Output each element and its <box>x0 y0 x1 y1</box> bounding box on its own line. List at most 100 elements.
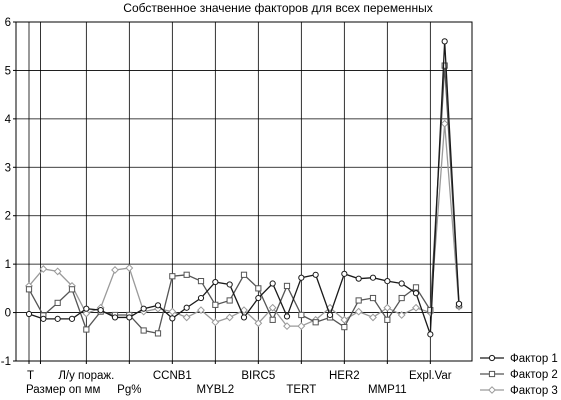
series-Фактор 2 <box>25 62 463 337</box>
data-point <box>168 307 177 316</box>
legend-item: Фактор 1 <box>480 353 558 365</box>
x-tick-label: Expl.Var <box>409 370 452 382</box>
data-point <box>312 319 319 326</box>
plot-frame <box>15 21 473 362</box>
legend-label: Фактор 1 <box>510 353 558 365</box>
y-tick-label: -1 <box>1 356 11 368</box>
data-point <box>126 314 133 321</box>
legend-marker <box>488 386 496 394</box>
x-tick-label: BIRC5 <box>241 370 275 382</box>
data-point <box>111 266 119 274</box>
data-point <box>354 307 363 316</box>
data-point <box>412 303 420 312</box>
x-tick-label: TERT <box>286 384 316 396</box>
y-tick-label: 1 <box>5 259 11 271</box>
data-point <box>140 327 147 334</box>
series-line <box>28 41 460 335</box>
data-point <box>369 313 377 322</box>
series-group <box>25 38 463 338</box>
data-point <box>197 306 205 315</box>
data-point <box>197 294 205 302</box>
data-point <box>226 281 233 288</box>
data-point <box>269 316 276 323</box>
y-tick-label: 0 <box>5 308 11 320</box>
x-tick-label: HER2 <box>329 370 360 382</box>
data-point <box>268 303 277 312</box>
data-point <box>383 303 392 312</box>
data-point <box>83 326 90 333</box>
data-point <box>183 304 190 311</box>
data-point <box>68 315 76 322</box>
data-point <box>68 286 76 293</box>
data-point <box>83 305 90 312</box>
series-Фактор 3 <box>25 119 463 331</box>
data-point <box>455 300 463 307</box>
data-point <box>240 271 248 278</box>
data-point <box>384 277 391 285</box>
data-point <box>182 313 191 322</box>
x-tick-label: CCNB1 <box>153 370 192 382</box>
data-point <box>197 277 205 285</box>
data-point <box>427 307 434 314</box>
y-tick-label: 5 <box>5 65 11 77</box>
data-point <box>154 302 162 309</box>
y-axis: -1 0 1 2 3 4 5 6 <box>1 17 16 368</box>
x-tick-label: Размер оп мм <box>26 384 100 396</box>
data-point <box>326 311 334 319</box>
x-tick-label: Pg% <box>117 384 141 396</box>
data-point <box>183 271 190 278</box>
data-point <box>169 273 176 280</box>
series-line <box>28 65 460 335</box>
x-axis: T Размер оп мм Л/у пораж.Pg% CCNB1 MYBL2 BIRC… <box>26 361 452 396</box>
data-point <box>169 315 176 322</box>
data-point <box>384 316 391 323</box>
data-point <box>341 324 348 331</box>
y-tick-label: 2 <box>5 211 11 223</box>
data-point <box>355 275 362 282</box>
legend-item: Фактор 3 <box>480 385 558 397</box>
data-point <box>297 322 306 331</box>
data-point <box>225 313 234 322</box>
data-point <box>212 278 219 286</box>
data-point <box>54 315 61 322</box>
data-point <box>240 306 248 315</box>
data-point <box>255 285 262 292</box>
data-point <box>341 270 348 277</box>
legend-label: Фактор 3 <box>510 385 558 397</box>
x-tick-label: Л/у пораж. <box>58 370 114 382</box>
data-point <box>398 294 405 302</box>
data-point <box>140 305 147 312</box>
grid <box>16 22 472 361</box>
data-point <box>441 62 448 69</box>
x-tick-label: MYBL2 <box>196 384 234 396</box>
data-point <box>254 319 263 328</box>
data-point <box>240 314 248 321</box>
y-tick-label: 6 <box>5 17 11 29</box>
chart-title: Собственное значение факторов для всех п… <box>123 1 432 15</box>
data-point <box>298 311 305 319</box>
data-point <box>427 331 434 338</box>
x-tick-label: MMP11 <box>368 384 407 396</box>
data-point <box>369 274 377 281</box>
data-point <box>355 297 362 304</box>
legend-marker <box>488 370 496 378</box>
data-point <box>226 297 233 304</box>
data-point <box>440 119 449 128</box>
data-point <box>255 294 262 302</box>
data-point <box>269 280 276 287</box>
legend-item: Фактор 2 <box>480 369 558 381</box>
data-point <box>340 315 349 324</box>
data-point <box>125 264 134 272</box>
y-tick-label: 3 <box>5 162 11 174</box>
data-point <box>154 330 162 337</box>
data-point <box>283 313 291 320</box>
series-line <box>28 123 460 327</box>
data-point <box>82 309 91 318</box>
legend: Фактор 1 Фактор 2 Фактор 3 <box>480 353 558 397</box>
data-point <box>283 282 291 290</box>
data-point <box>111 314 119 321</box>
legend-label: Фактор 2 <box>510 369 558 381</box>
data-point <box>54 299 61 306</box>
data-point <box>53 267 62 276</box>
data-point <box>441 38 448 45</box>
